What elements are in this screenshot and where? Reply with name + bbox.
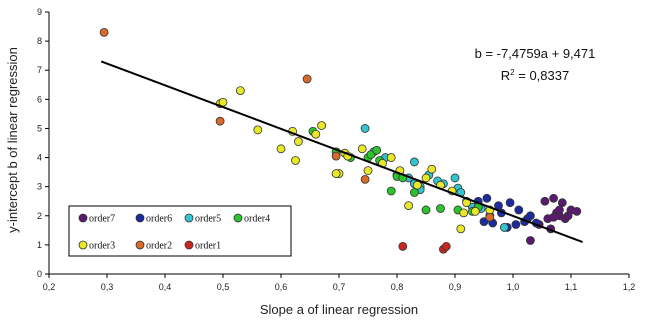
data-point-order4 [366,150,376,160]
data-point-order3 [459,208,469,218]
legend-label-order2: order2 [146,241,172,252]
data-point-order3 [311,129,321,139]
r-squared-label: R2 = 0,8337 [501,68,569,83]
x-tick-label: 0,4 [159,282,172,292]
data-point-order7 [540,196,550,206]
data-point-order4 [421,205,431,215]
data-point-order3 [421,173,431,183]
x-tick-label: 0,2 [43,282,56,292]
data-point-order6 [482,193,492,203]
data-point-order6 [511,220,521,229]
data-point-order2 [331,151,341,161]
data-point-order3 [427,164,437,174]
y-axis-title: y-intercept b of linear regression [5,47,20,233]
x-tick-label: 0,6 [275,282,288,292]
data-point-order3 [276,144,286,154]
data-point-order3 [363,166,373,176]
x-tick-label: 0,7 [333,282,346,292]
y-tick-label: 6 [37,94,42,104]
data-point-order3 [291,156,300,165]
x-axis-ticks: 0,2 0,3 0,4 0,5 0,6 0,7 0,8 0,9 1,0 1,1 1,2 [43,274,636,292]
y-tick-label: 3 [37,182,42,192]
data-point-order2 [485,212,495,222]
legend-marker-order2 [135,240,145,250]
data-point-order3 [386,153,396,162]
legend-marker-order1 [184,240,194,250]
y-tick-label: 9 [37,7,42,17]
x-tick-label: 1,1 [565,282,578,292]
data-point-order7 [549,212,558,222]
data-point-order3 [253,125,263,135]
x-tick-label: 0,5 [217,282,230,292]
data-point-order3 [317,121,327,130]
data-point-order7 [557,198,567,208]
y-tick-label: 0 [37,269,42,279]
data-point-order4 [386,186,396,196]
legend-marker-order4 [233,213,243,223]
legend: order7 order6 order5 order4 order3 order2 orde… [68,205,292,257]
y-tick-label: 7 [37,65,42,75]
data-point-order4 [409,188,419,197]
data-point-order7 [555,205,564,215]
data-point-order6 [526,211,535,221]
data-point-order3 [293,137,303,146]
y-tick-label: 1 [37,240,42,250]
trendline-equation: b = -7,4759a + 9,471 [475,46,596,61]
data-point-order1 [441,241,451,251]
data-point-order3 [412,180,422,190]
y-axis-ticks: 0 1 2 3 4 5 6 7 8 9 [37,7,49,279]
data-point-order6 [514,205,524,215]
y-tick-label: 4 [37,153,42,163]
data-point-order3 [331,169,341,178]
x-tick-label: 1,2 [623,282,636,292]
data-point-order2 [215,116,225,126]
legend-marker-order3 [78,240,88,250]
data-point-order5 [360,124,370,133]
data-point-order5 [450,173,460,183]
legend-label-order4: order4 [244,214,270,225]
legend-marker-order5 [184,213,194,223]
data-point-order6 [479,217,489,227]
data-point-order3 [456,224,466,234]
legend-box [68,205,292,257]
data-point-order2 [99,27,109,37]
plot-area: 0,2 0,3 0,4 0,5 0,6 0,7 0,8 0,9 1,0 1,1 1,2 0 1 2 3 4 5… [37,7,635,292]
data-point-order4 [436,204,445,213]
data-point-order7 [549,193,558,203]
data-point-order4 [372,145,382,155]
data-point-order5 [409,157,419,167]
data-point-order5 [499,223,509,232]
y-tick-label: 2 [37,211,42,221]
legend-label-order7: order7 [89,214,115,225]
legend-marker-order7 [78,213,88,223]
legend-label-order5: order5 [195,214,221,225]
data-point-order7 [572,207,582,216]
x-axis-title: Slope a of linear regression [260,302,418,317]
data-point-order3 [470,207,480,216]
legend-label-order1: order1 [195,241,221,252]
data-point-order2 [360,174,370,184]
trendline [100,60,583,243]
data-point-order6 [505,198,515,208]
data-point-order3 [404,201,414,210]
data-point-order3 [235,86,245,95]
data-points [99,27,582,254]
x-tick-label: 0,8 [391,282,404,292]
x-tick-label: 0,3 [101,282,114,292]
y-tick-label: 5 [37,123,42,133]
legend-label-order6: order6 [146,214,172,225]
data-point-order1 [398,241,408,251]
data-point-order7 [526,236,535,245]
data-point-order2 [302,74,312,84]
legend-label-order3: order3 [89,241,115,252]
x-tick-label: 1,0 [507,282,520,292]
legend-marker-order6 [135,213,145,223]
y-tick-label: 8 [37,36,42,46]
x-tick-label: 0,9 [449,282,462,292]
data-point-order3 [357,144,367,154]
